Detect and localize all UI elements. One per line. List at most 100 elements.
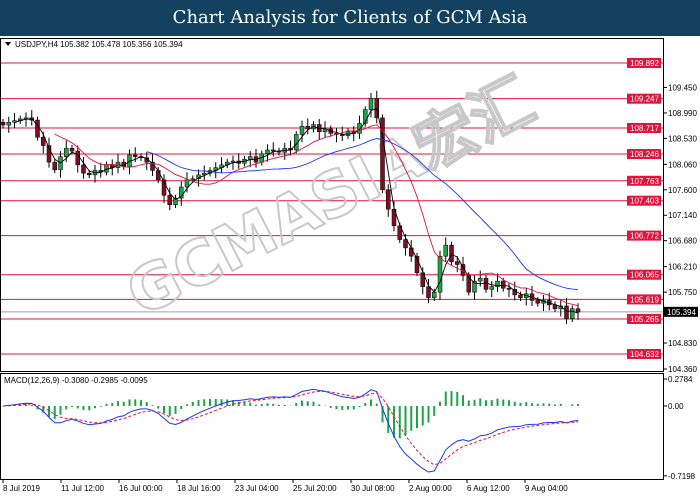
- candle-body: [305, 125, 310, 130]
- candle-body: [173, 197, 178, 205]
- macd-histogram-bar: [450, 391, 453, 406]
- candle-body: [64, 148, 69, 157]
- candle-body: [161, 179, 167, 196]
- price-chart[interactable]: GCMASIA宏汇 109.450108.990108.530108.06010…: [0, 36, 700, 500]
- current-price-label: 105.394: [667, 308, 696, 317]
- macd-histogram-bar: [370, 399, 372, 406]
- candle-body: [363, 109, 368, 124]
- macd-histogram-bar: [548, 403, 551, 406]
- macd-histogram-bar: [490, 400, 493, 406]
- candle-body: [202, 172, 207, 176]
- macd-histogram-bar: [502, 399, 505, 406]
- macd-histogram-bar: [577, 403, 579, 406]
- macd-histogram-bar: [508, 400, 510, 406]
- candle-body: [322, 128, 328, 132]
- level-label: 105.265: [630, 315, 659, 324]
- candle-body: [368, 98, 374, 110]
- macd-histogram-bar: [220, 399, 223, 406]
- candle-body: [35, 119, 40, 138]
- dropdown-triangle-icon[interactable]: [5, 42, 11, 46]
- macd-histogram-bar: [203, 399, 206, 406]
- macd-y-tick-label: 0.00: [668, 402, 684, 411]
- candle-body: [386, 189, 391, 210]
- candle-body: [265, 149, 270, 155]
- macd-histogram-bar: [479, 398, 482, 406]
- x-tick-label: 2 Aug 00:00: [409, 484, 452, 493]
- candle-body: [357, 123, 362, 134]
- macd-histogram-bar: [117, 401, 119, 406]
- candle-body: [52, 161, 57, 171]
- candle-body: [518, 294, 523, 298]
- candle-body: [46, 145, 52, 163]
- level-label: 107.763: [630, 177, 659, 186]
- level-label: 108.246: [630, 150, 659, 159]
- candle-body: [575, 308, 581, 313]
- macd-histogram-bar: [174, 406, 177, 414]
- candle-body: [87, 172, 92, 176]
- macd-histogram-bar: [433, 406, 436, 416]
- macd-histogram-bar: [237, 401, 240, 406]
- macd-line: [2, 388, 579, 473]
- macd-histogram-bar: [381, 406, 384, 423]
- macd-histogram-bar: [25, 404, 27, 406]
- macd-histogram-bar: [519, 402, 522, 406]
- macd-histogram-bar: [111, 402, 114, 406]
- candle-body: [466, 275, 471, 293]
- candle-body: [380, 117, 385, 191]
- ma-slow-line: [146, 138, 579, 291]
- macd-histogram-bar: [444, 391, 447, 406]
- level-badge: [627, 149, 661, 160]
- macd-histogram-bar: [473, 399, 476, 406]
- macd-histogram-bar: [99, 406, 102, 407]
- macd-y-tick-label: -0.7198: [668, 472, 696, 481]
- macd-histogram-bar: [410, 406, 413, 431]
- candle-body: [271, 149, 276, 152]
- macd-histogram-bar: [427, 406, 430, 423]
- macd-histogram-bar: [180, 406, 183, 410]
- macd-histogram-bar: [525, 402, 528, 406]
- macd-histogram-bar: [226, 399, 229, 406]
- candle-body: [483, 278, 489, 290]
- macd-histogram-bar: [249, 402, 252, 406]
- level-badge: [627, 175, 661, 186]
- macd-histogram-bar: [536, 403, 539, 406]
- macd-histogram-bar: [122, 401, 125, 406]
- level-badge: [627, 348, 661, 359]
- macd-histogram-bar: [513, 401, 516, 406]
- macd-histogram-bar: [439, 401, 441, 406]
- level-label: 109.247: [630, 95, 659, 104]
- macd-histogram-bar: [255, 404, 257, 406]
- macd-histogram-bar: [283, 404, 286, 406]
- candle-body: [455, 261, 460, 265]
- macd-histogram-bar: [191, 401, 194, 406]
- macd-histogram-bar: [140, 400, 142, 406]
- macd-histogram-bar: [65, 406, 68, 410]
- level-label: 107.403: [630, 197, 659, 206]
- macd-histogram-bar: [462, 395, 464, 406]
- macd-histogram-bar: [232, 400, 234, 406]
- macd-histogram-bar: [243, 402, 246, 406]
- macd-histogram-bar: [456, 391, 459, 406]
- candle-body: [81, 164, 86, 174]
- x-tick-label: 16 Jul 00:00: [119, 484, 163, 493]
- candle-body: [167, 195, 172, 205]
- page-title: Chart Analysis for Clients of GCM Asia: [172, 7, 528, 28]
- macd-histogram-bar: [335, 406, 338, 410]
- macd-signal-line: [2, 390, 579, 466]
- candle-body: [409, 247, 414, 257]
- candle-body: [449, 244, 454, 262]
- x-tick-label: 23 Jul 04:00: [235, 484, 279, 493]
- candle-body: [156, 170, 161, 181]
- macd-histogram-bar: [266, 403, 269, 406]
- candle-body: [478, 278, 483, 282]
- x-tick-label: 8 Jul 2019: [3, 484, 40, 493]
- y-tick-label: 106.210: [668, 263, 697, 272]
- macd-histogram-bar: [260, 403, 263, 406]
- macd-histogram-bar: [393, 406, 395, 438]
- y-tick-label: 106.680: [668, 237, 697, 246]
- macd-histogram-bar: [151, 405, 154, 406]
- title-bar: Chart Analysis for Clients of GCM Asia: [0, 0, 700, 36]
- macd-histogram-bar: [485, 400, 487, 406]
- x-tick-label: 9 Aug 04:00: [525, 484, 568, 493]
- current-price-badge: [664, 306, 698, 317]
